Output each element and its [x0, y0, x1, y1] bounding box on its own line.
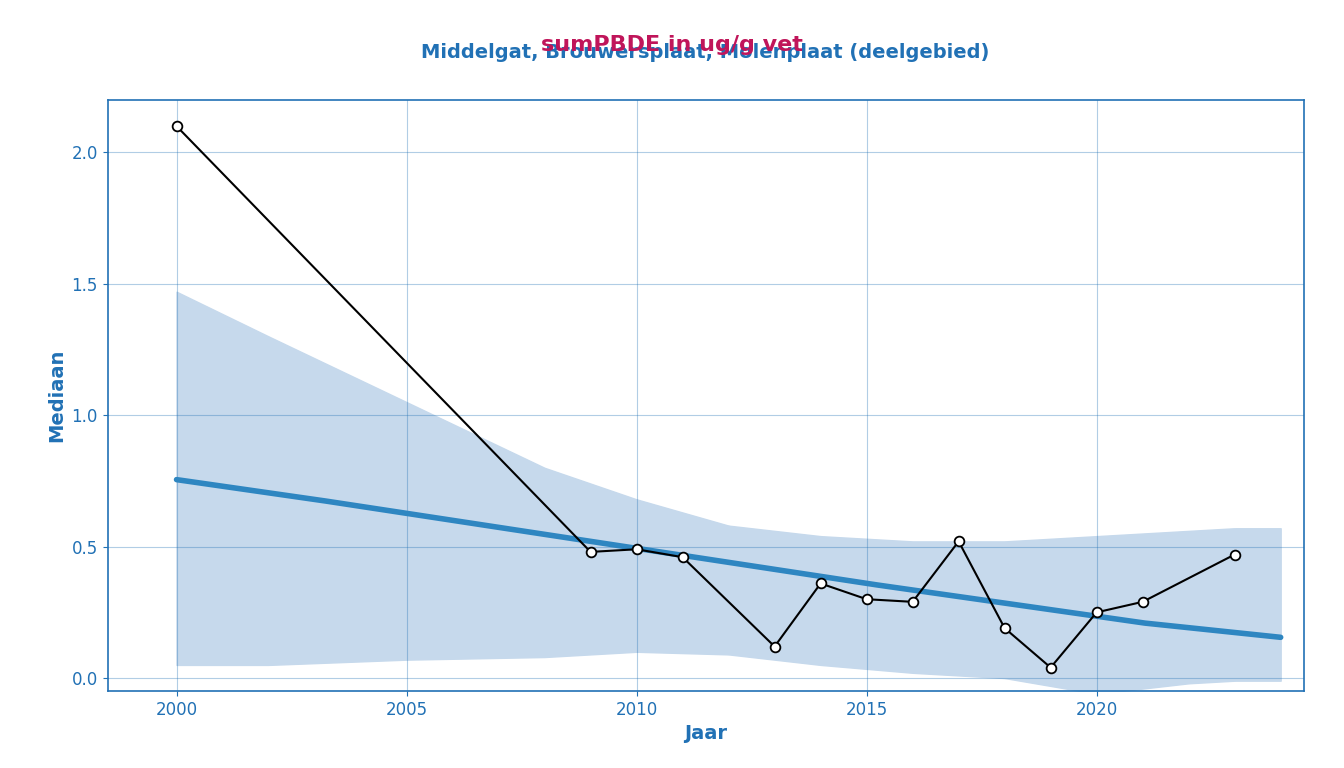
Point	[902, 596, 923, 608]
Point	[579, 546, 601, 558]
X-axis label: Jaar: Jaar	[684, 724, 727, 743]
Title: Middelgat, Brouwersplaat, Molenplaat (deelgebied): Middelgat, Brouwersplaat, Molenplaat (de…	[422, 43, 989, 62]
Point	[1040, 661, 1062, 674]
Point	[856, 593, 878, 605]
Point	[1086, 606, 1107, 618]
Point	[672, 551, 694, 563]
Point	[948, 535, 969, 548]
Point	[995, 622, 1016, 634]
Point	[1132, 596, 1153, 608]
Point	[626, 543, 648, 555]
Point	[1224, 548, 1246, 561]
Text: sumPBDE in ug/g vet: sumPBDE in ug/g vet	[542, 35, 802, 55]
Point	[810, 578, 832, 590]
Point	[165, 120, 187, 132]
Y-axis label: Mediaan: Mediaan	[47, 349, 66, 442]
Point	[763, 641, 785, 653]
